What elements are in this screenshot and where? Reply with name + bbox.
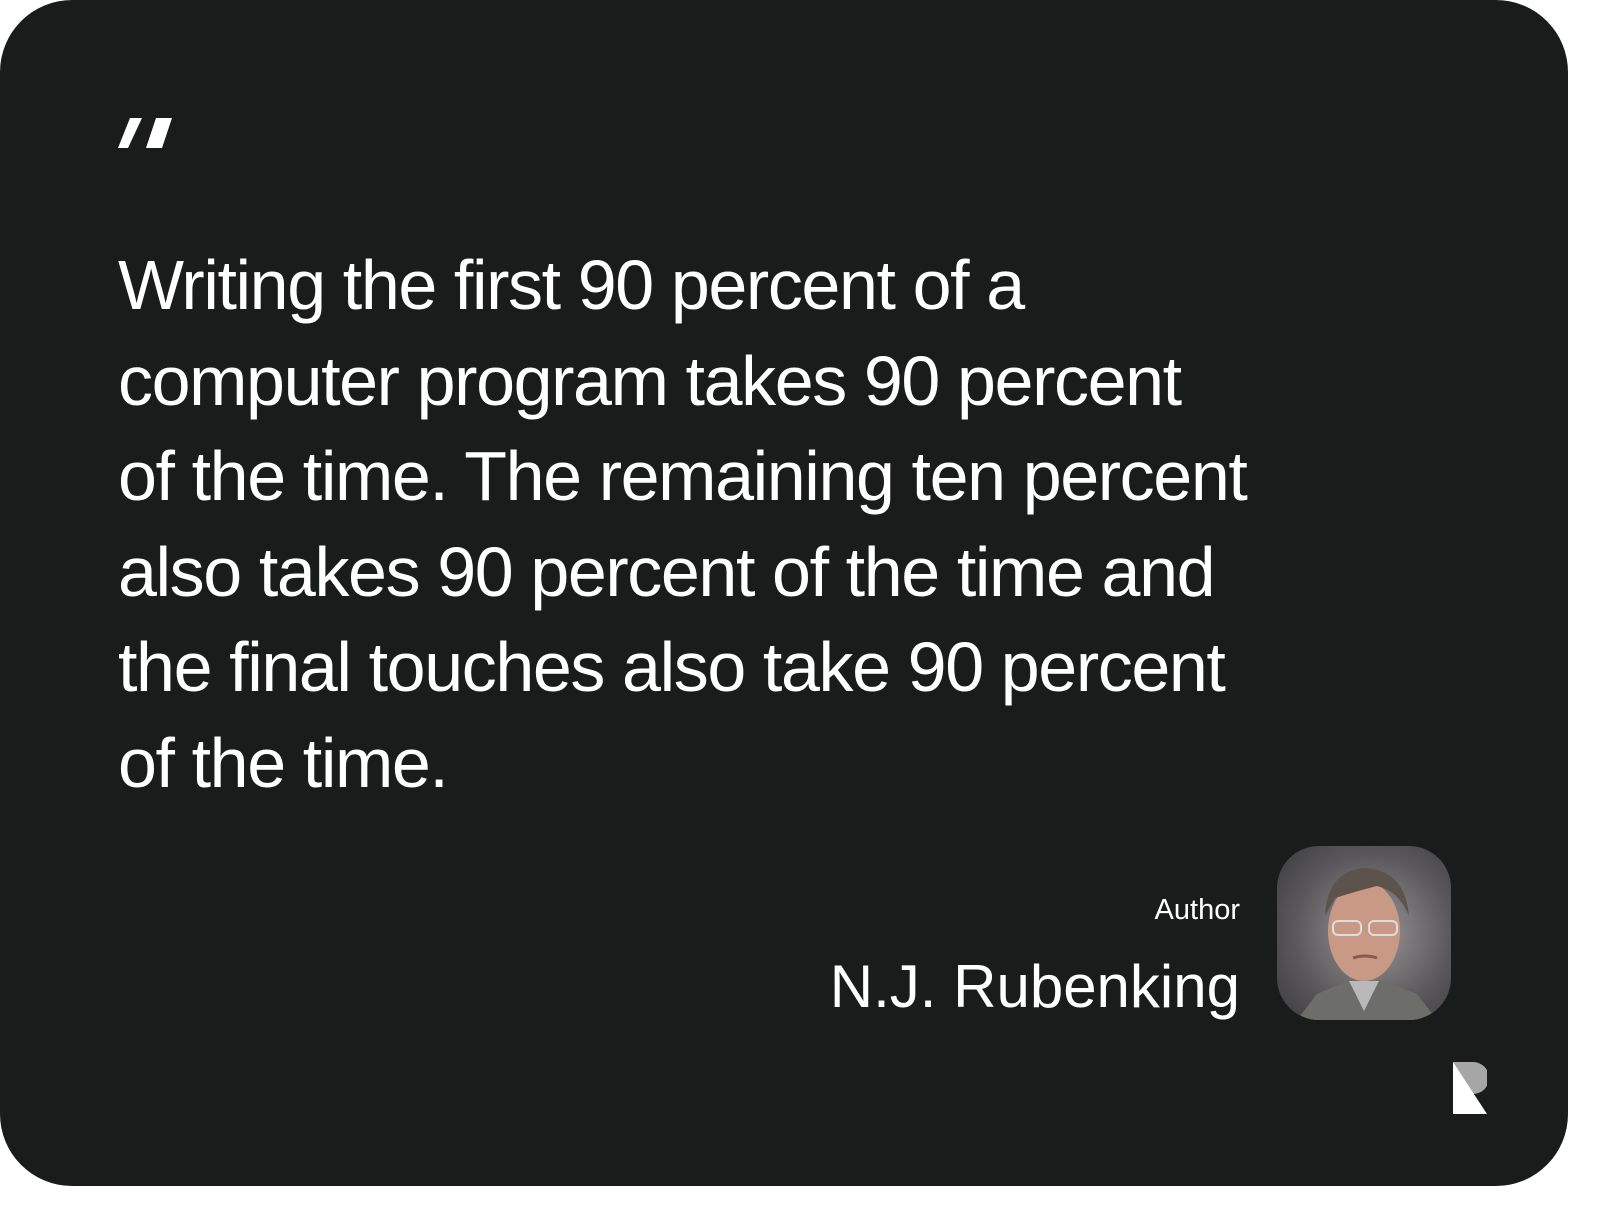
quote-line: of the time. The remaining ten percent: [118, 437, 1248, 515]
quote-text: Writing the first 90 percent of a comput…: [118, 238, 1248, 811]
brand-logo-icon: [1453, 1062, 1487, 1114]
author-avatar: [1277, 846, 1451, 1020]
quote-line: the final touches also take 90 percent: [118, 628, 1226, 706]
quote-mark-icon: [118, 118, 172, 148]
author-name: N.J. Rubenking: [829, 953, 1240, 1020]
quote-line: computer program takes 90 percent: [118, 341, 1182, 420]
quote-card: Writing the first 90 percent of a comput…: [0, 0, 1568, 1186]
quote-line: Writing the first 90 percent of a: [118, 246, 1025, 324]
author-portrait-icon: [1297, 868, 1437, 1020]
quote-line: also takes 90 percent of the time and: [118, 532, 1216, 611]
quote-line: of the time.: [118, 723, 449, 802]
author-role: Author: [1154, 894, 1240, 926]
